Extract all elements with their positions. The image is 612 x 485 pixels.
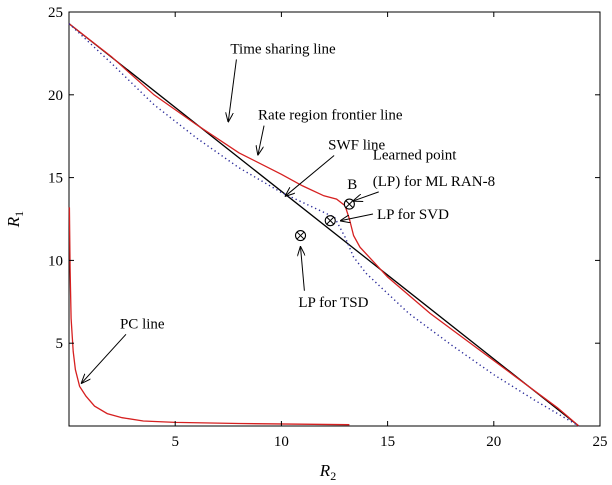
- lp-marker-2: [294, 230, 307, 242]
- x-tick-label-1: 10: [274, 434, 289, 450]
- annotation-label-3: Learned point: [373, 147, 458, 163]
- annotation-arrow-1: [258, 125, 265, 155]
- annotation-arrow-0: [228, 59, 237, 121]
- x-tick-label-0: 5: [171, 434, 179, 450]
- y-tick-label-4: 25: [48, 5, 63, 21]
- annotation-arrow-8: [82, 333, 127, 383]
- annotation-label-5: B: [347, 177, 357, 193]
- lp-marker-1: [324, 215, 336, 227]
- series-line-3: [68, 207, 350, 426]
- annotation-label-6: LP for SVD: [377, 207, 449, 223]
- x-axis-label: R2: [319, 461, 336, 483]
- annotation-arrow-2: [286, 155, 335, 195]
- y-tick-label-2: 15: [48, 171, 63, 187]
- y-tick-label-1: 10: [48, 253, 63, 269]
- annotation-arrow-6: [341, 213, 374, 221]
- x-tick-label-4: 25: [593, 434, 608, 450]
- lp-marker-0: [343, 198, 355, 210]
- annotation-label-4: (LP) for ML RAN-8: [373, 174, 495, 190]
- x-tick-label-2: 15: [380, 434, 395, 450]
- annotation-arrow-7: [301, 247, 305, 291]
- annotation-label-1: Rate region frontier line: [258, 108, 403, 124]
- annotation-arrow-4: [354, 191, 379, 201]
- y-tick-label-3: 20: [48, 88, 63, 104]
- annotation-label-8: PC line: [120, 316, 165, 332]
- annotation-label-0: Time sharing line: [230, 41, 336, 57]
- series-line-0: [68, 23, 580, 427]
- annotation-label-2: SWF line: [328, 137, 385, 153]
- x-tick-label-3: 20: [486, 434, 501, 450]
- y-tick-label-0: 5: [56, 336, 64, 352]
- y-axis-label: R1: [4, 211, 26, 228]
- annotation-label-7: LP for TSD: [298, 295, 368, 311]
